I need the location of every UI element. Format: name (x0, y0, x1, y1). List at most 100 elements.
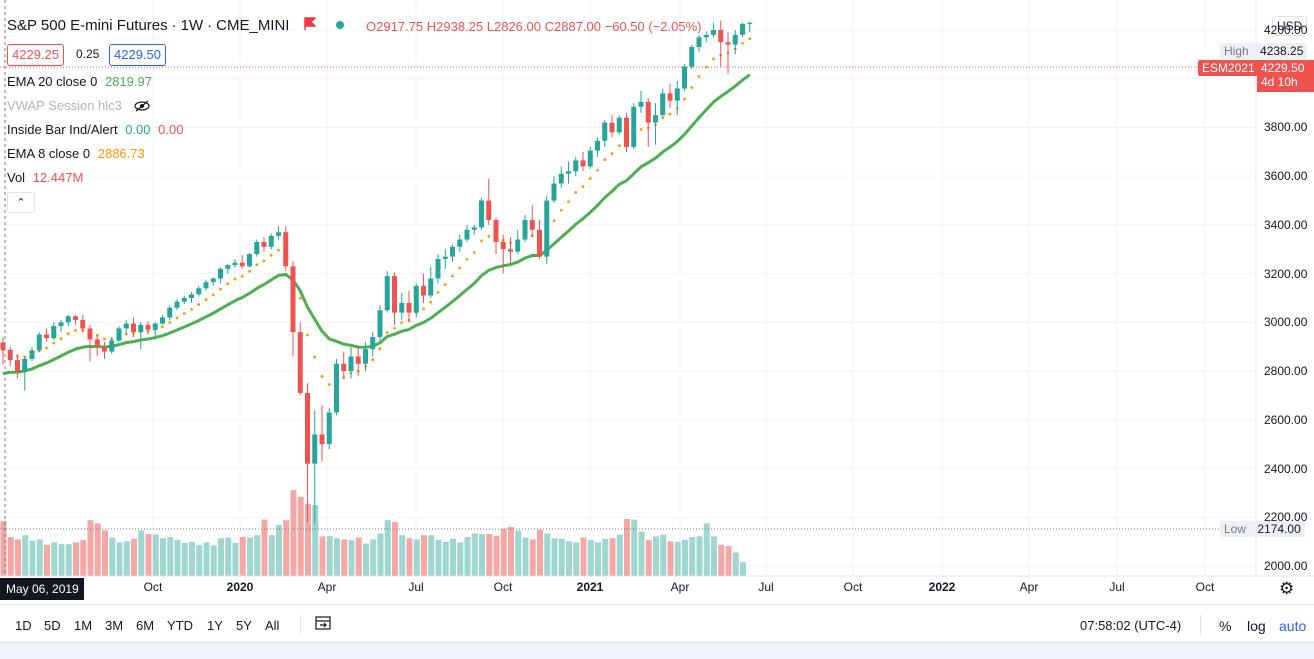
inside-bar-value2: 0.00 (158, 122, 184, 137)
volume-bar (254, 535, 261, 576)
range-1m[interactable]: 1M (74, 618, 93, 633)
ema20-value: 2819.97 (104, 74, 152, 89)
price-tick-label: 3600.00 (1264, 169, 1308, 184)
volume-bar (457, 542, 464, 576)
volume-bar (674, 541, 681, 576)
candle-body (515, 239, 521, 252)
ema8-dot (704, 65, 708, 69)
range-1y[interactable]: 1Y (207, 618, 223, 633)
grid-lines (0, 0, 1256, 576)
auto-toggle[interactable]: auto (1279, 618, 1307, 634)
vol-label: Vol (7, 170, 26, 185)
candle-body (522, 220, 528, 240)
volume-bar (355, 537, 362, 576)
ema8-dot (472, 250, 476, 254)
time-tick-label: 2021 (576, 580, 604, 594)
symbol-title-row[interactable]: S&P 500 E-mini Futures · 1W · CME_MINI (7, 17, 344, 35)
buy-button[interactable]: 4229.50 (109, 44, 166, 66)
price-tick-label: 2600.00 (1264, 412, 1308, 427)
ema20-label: EMA 20 close 0 (7, 74, 98, 89)
volume-bar (102, 530, 108, 576)
time-tick-label: 2022 (928, 580, 956, 594)
volume-bar (660, 534, 667, 576)
volume-bar (725, 546, 732, 576)
flag-icon[interactable] (303, 17, 317, 35)
candle-body (145, 324, 151, 330)
separator (300, 615, 301, 635)
legend-vol[interactable]: Vol 12.447M (7, 170, 83, 186)
legend-ema20[interactable]: EMA 20 close 0 2819.97 (7, 74, 152, 90)
volume-bar (80, 540, 87, 576)
collapse-legend-button[interactable]: ⌃ (7, 192, 35, 213)
ema8-dot (567, 200, 570, 204)
volume-bar (116, 542, 123, 576)
exchange-label: CME_MINI (216, 17, 290, 34)
volume-bar (7, 537, 14, 576)
price-tick-label: 3200.00 (1264, 266, 1308, 281)
range-ytd[interactable]: YTD (167, 618, 193, 633)
candle-body (638, 101, 644, 107)
volume-bar (464, 537, 471, 576)
chart-settings-button[interactable]: ⚙ (1279, 579, 1299, 599)
interval-label[interactable]: 1W (180, 17, 204, 34)
go-to-date-button[interactable] (314, 614, 334, 634)
legend-ema8[interactable]: EMA 8 close 0 2886.73 (7, 146, 145, 162)
range-5d[interactable]: 5D (44, 618, 61, 633)
volume-bar (0, 520, 7, 576)
volume-bar (247, 537, 253, 576)
candle-body (239, 262, 245, 267)
volume-bar (160, 538, 166, 576)
ema8-dot (393, 326, 396, 330)
volume-bar (174, 540, 181, 576)
candle-body (493, 220, 499, 242)
volume-bar (392, 522, 398, 576)
volume-bar (508, 526, 514, 576)
clock-label[interactable]: 07:58:02 (UTC-4) (1080, 618, 1182, 633)
candle-body (595, 140, 600, 151)
range-6m[interactable]: 6M (136, 618, 155, 633)
sell-price: 4229.25 (12, 47, 59, 62)
candle-body (80, 319, 86, 329)
currency-button[interactable]: USD (1272, 16, 1308, 36)
candle-body (326, 412, 332, 445)
candle-body (15, 360, 20, 372)
range-3m[interactable]: 3M (105, 618, 124, 633)
candle-body (210, 278, 216, 283)
price-tick-label: 3800.00 (1264, 120, 1308, 135)
ema8-dot (668, 112, 672, 116)
volume-bar (363, 543, 369, 576)
volume-bar (500, 528, 507, 576)
legend-inside-bar[interactable]: Inside Bar Ind/Alert 0.00 0.00 (7, 122, 183, 138)
volume-bar (732, 552, 739, 576)
volume-bar (682, 540, 688, 576)
price-tick-label: 4200.00 (1264, 23, 1308, 37)
range-5y[interactable]: 5Y (236, 618, 252, 633)
legend-vwap[interactable]: VWAP Session hlc3 (7, 98, 150, 116)
range-all[interactable]: All (265, 618, 280, 633)
log-toggle[interactable]: log (1247, 618, 1266, 634)
candle-body (377, 310, 383, 337)
volume-bar (210, 545, 217, 576)
volume-bar (645, 540, 652, 576)
bottom-toolbar: 1D 5D 1M 3M 6M YTD 1Y 5Y All 07:58:02 (U… (0, 604, 1314, 643)
volume-bar (718, 544, 725, 576)
percent-toggle[interactable]: % (1219, 618, 1232, 634)
candle-body (624, 117, 629, 147)
price-tick-label: 2000.00 (1264, 559, 1308, 573)
ema8-dot (320, 375, 324, 378)
candle-body (442, 256, 448, 260)
candle-body (232, 262, 238, 266)
range-1d[interactable]: 1D (15, 618, 32, 633)
sell-button[interactable]: 4229.25 (7, 44, 64, 66)
volume-bar (29, 540, 36, 576)
ema8-dot (262, 259, 266, 263)
ema8-dot (240, 274, 244, 278)
candle-body (167, 307, 173, 318)
volume-bar (283, 520, 290, 576)
volume-bar (44, 544, 50, 576)
time-tick-label: 2020 (226, 580, 254, 594)
symbol-title[interactable]: S&P 500 E-mini Futures (7, 17, 168, 34)
volume-bar (551, 538, 558, 576)
eye-hidden-icon[interactable] (133, 100, 150, 116)
